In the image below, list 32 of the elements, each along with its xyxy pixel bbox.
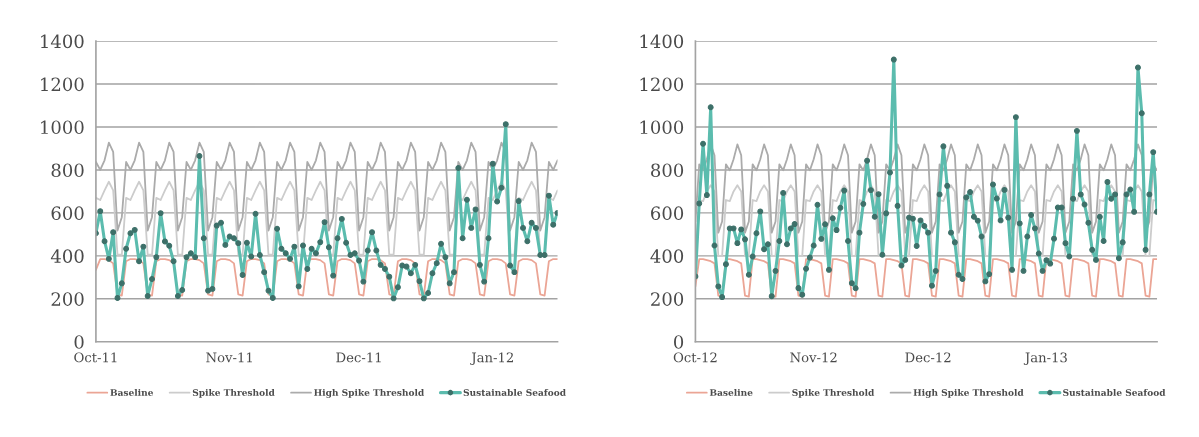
legend-label: Sustainable Seafood [463, 388, 566, 396]
y-tick-label: 1000 [640, 120, 684, 135]
legend-label: Baseline [709, 388, 753, 396]
x-tick-label: Jan-12 [470, 352, 513, 365]
y-tick-label: 1200 [640, 77, 684, 92]
y-tick-label: 600 [651, 206, 684, 220]
y-tick-label: 0 [674, 335, 684, 349]
legend-label: Baseline [110, 388, 154, 396]
x-tick-label: Dec-11 [336, 352, 381, 363]
y-tick-label: 0 [74, 335, 84, 349]
y-tick-label: 200 [651, 292, 684, 306]
y-tick-label: 1200 [41, 77, 84, 92]
x-tick-label: Dec-12 [905, 352, 951, 363]
y-tick-label: 1000 [41, 120, 84, 135]
x-tick-label: Oct-11 [74, 352, 117, 363]
x-tick-label: Jan-13 [1023, 352, 1067, 365]
legend-label: Spike Threshold [792, 388, 875, 398]
x-tick-label: Nov-12 [790, 352, 837, 363]
legend-label: High Spike Threshold [913, 388, 1024, 398]
legend-label: Sustainable Seafood [1063, 388, 1166, 396]
legend-label: Spike Threshold [192, 388, 275, 398]
y-tick-label: 400 [650, 249, 684, 263]
y-tick-label: 800 [651, 163, 684, 178]
y-tick-label: 1400 [640, 34, 684, 49]
y-tick-label: 1400 [41, 34, 84, 49]
y-tick-label: 400 [50, 249, 84, 263]
y-tick-label: 200 [51, 292, 84, 306]
y-tick-label: 800 [51, 163, 84, 178]
x-tick-label: Nov-11 [206, 352, 252, 363]
x-tick-label: Oct-12 [673, 352, 717, 363]
y-tick-label: 600 [51, 206, 84, 220]
legend-label: High Spike Threshold [314, 388, 425, 398]
